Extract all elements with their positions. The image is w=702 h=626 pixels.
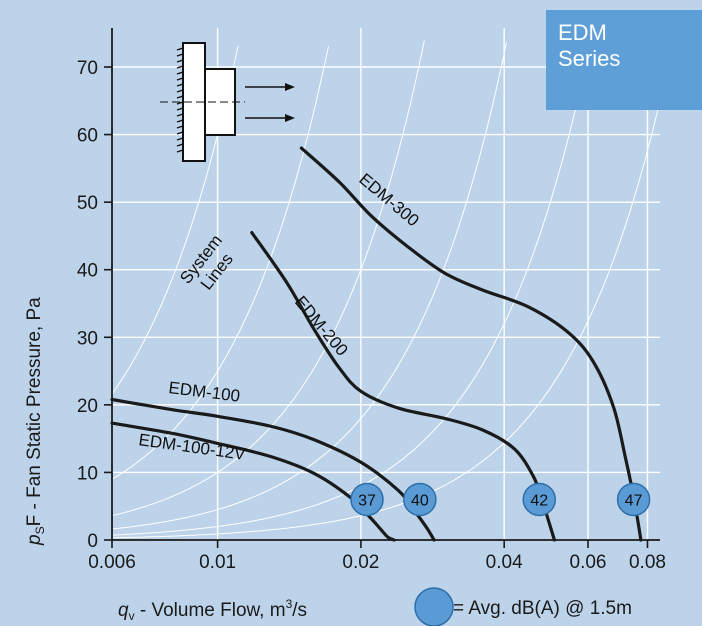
fan-fin bbox=[176, 89, 184, 93]
y-tick-label: 10 bbox=[77, 463, 98, 484]
fan-fin bbox=[176, 125, 184, 129]
db-marker-label: 42 bbox=[530, 492, 548, 509]
system-curve bbox=[111, 40, 425, 517]
fan-fin bbox=[176, 83, 184, 87]
x-tick-label: 0.01 bbox=[199, 552, 236, 573]
system-curve bbox=[111, 41, 508, 530]
x-tick-label: 0.06 bbox=[570, 552, 607, 573]
y-tick-label: 70 bbox=[77, 58, 98, 79]
fan-fin bbox=[176, 119, 184, 123]
y-axis-title: pSF - Fan Static Pressure, Pa bbox=[24, 297, 47, 546]
fan-schematic-icon bbox=[160, 42, 295, 162]
series-badge: EDM Series bbox=[546, 10, 702, 110]
y-tick-label: 40 bbox=[77, 261, 98, 282]
series-line-edm-300 bbox=[299, 146, 643, 542]
badge-line-2: Series bbox=[558, 46, 621, 71]
db-marker bbox=[616, 482, 651, 517]
fan-fin bbox=[176, 59, 184, 63]
x-tick-label: 0.08 bbox=[629, 552, 666, 573]
fan-fin bbox=[176, 95, 184, 99]
system-curve bbox=[112, 100, 661, 539]
system-lines bbox=[111, 36, 661, 539]
y-tick-label: 30 bbox=[77, 328, 98, 349]
series-label-edm-300: EDM-300 bbox=[355, 170, 422, 231]
x-tick-label: 0.006 bbox=[88, 552, 136, 573]
fan-fin bbox=[176, 77, 184, 81]
fan-fin bbox=[176, 47, 184, 51]
x-tick-label: 0.04 bbox=[486, 552, 523, 573]
fan-fin bbox=[176, 101, 184, 105]
system-curve bbox=[111, 46, 329, 480]
tick-labels: 0 10 20 30 40 50 60 70 0.006 0.01 0.02 0.04 0.06 0.08 bbox=[77, 58, 666, 573]
series-label-edm-200: EDM-200 bbox=[291, 292, 352, 359]
fan-fin bbox=[176, 143, 184, 147]
legend-text: = Avg. dB(A) @ 1.5m bbox=[453, 598, 632, 619]
series-label-edm-100-12v: EDM-100-12V bbox=[137, 430, 247, 464]
axes bbox=[104, 28, 660, 548]
db-marker bbox=[350, 482, 384, 517]
db-marker-label: 40 bbox=[411, 492, 429, 509]
db-marker bbox=[403, 482, 437, 517]
system-curve bbox=[111, 36, 592, 536]
db-marker bbox=[522, 482, 557, 517]
badge-line-1: EDM bbox=[558, 20, 607, 45]
db-marker-label: 37 bbox=[358, 492, 376, 509]
legend-marker bbox=[414, 587, 454, 626]
series-line-edm-100 bbox=[110, 397, 436, 542]
db-markers: 37 40 42 47 bbox=[350, 482, 651, 517]
fan-fin bbox=[176, 113, 184, 117]
fan-fin bbox=[176, 137, 184, 141]
y-tick-label: 20 bbox=[77, 396, 98, 417]
x-axis-title: qv - Volume Flow, m3/s bbox=[118, 597, 307, 623]
fan-fin bbox=[176, 53, 184, 57]
fan-fin bbox=[176, 131, 184, 135]
fan-fin bbox=[176, 107, 184, 111]
fan-fin bbox=[176, 65, 184, 69]
y-tick-label: 0 bbox=[87, 531, 98, 552]
series-line-edm-100-12v bbox=[110, 421, 396, 542]
fan-fin bbox=[176, 71, 184, 75]
fan-fin bbox=[176, 149, 184, 153]
y-tick-label: 50 bbox=[77, 193, 98, 214]
x-tick-label: 0.02 bbox=[342, 552, 379, 573]
series-label-edm-100: EDM-100 bbox=[168, 378, 242, 406]
db-marker-label: 47 bbox=[625, 492, 643, 509]
system-curve bbox=[111, 45, 239, 395]
series-lines bbox=[110, 146, 643, 542]
y-tick-label: 60 bbox=[77, 126, 98, 147]
system-lines-label: System Lines bbox=[176, 227, 245, 299]
